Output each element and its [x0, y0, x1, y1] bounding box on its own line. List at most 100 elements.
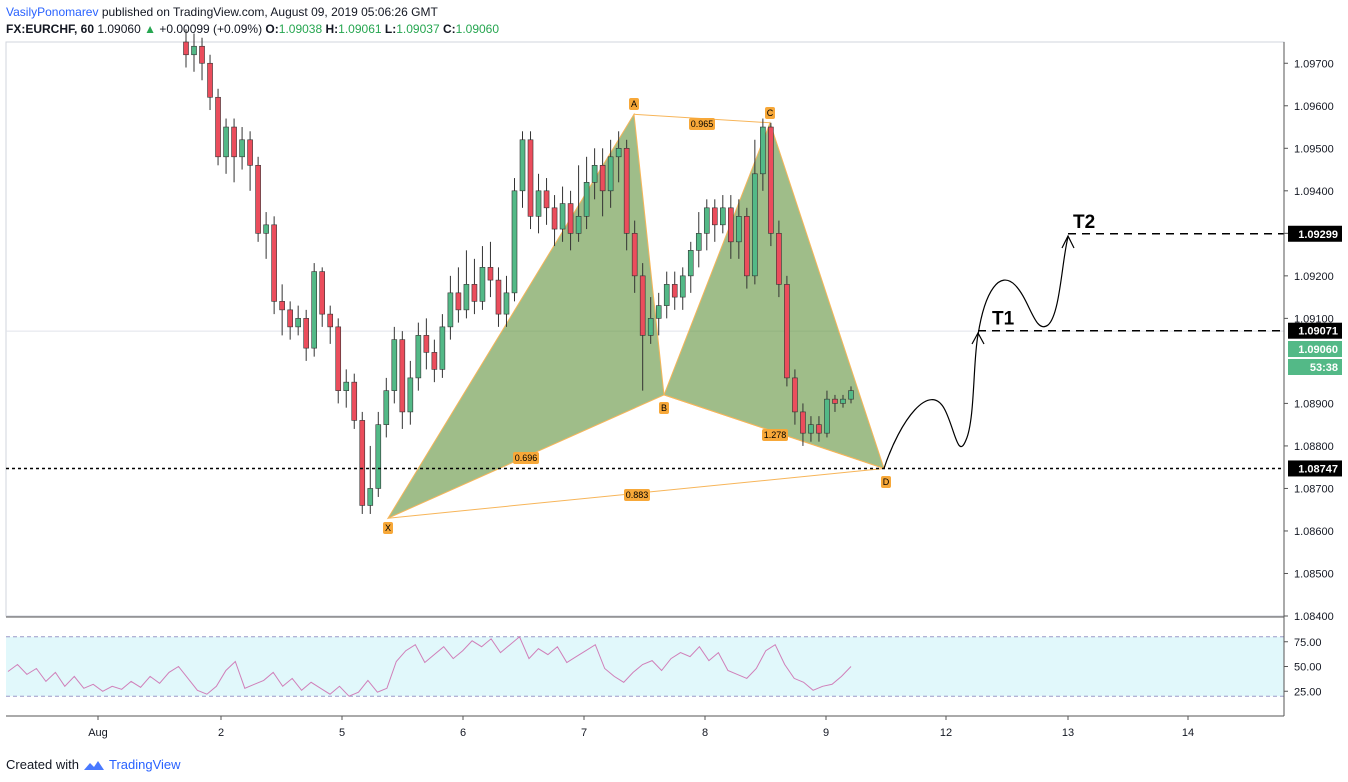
candle-down [287, 309, 293, 328]
time-tick-label: 12 [940, 727, 952, 739]
price-label: 1.08747 [1298, 463, 1338, 475]
candle-down [711, 207, 718, 226]
ratio-label: 0.965 [691, 119, 714, 129]
candle-up [519, 139, 526, 192]
candle-down [303, 318, 309, 349]
rsi-tick-label: 50.00 [1294, 662, 1322, 674]
candle-up [191, 45, 197, 56]
candle-down [744, 216, 750, 277]
price-label-box [1288, 460, 1342, 477]
ratio-label-box [689, 118, 715, 130]
candle-down [271, 224, 277, 302]
point-label-box [629, 98, 639, 110]
candle-down [399, 339, 406, 413]
candle-up [687, 250, 694, 277]
price-label: 1.09071 [1298, 326, 1338, 338]
candle-down [471, 284, 478, 302]
candle-down [335, 326, 342, 391]
candle-down [247, 139, 253, 166]
rsi-tick-label: 75.00 [1294, 637, 1322, 649]
time-tick-label: 8 [702, 727, 708, 739]
candle-up [463, 284, 470, 311]
arrow-t2-icon [1061, 234, 1075, 249]
candle-up [479, 267, 486, 302]
candle-down [567, 203, 574, 234]
low-value: 1.09037 [396, 22, 440, 36]
last-price: 1.09060 [97, 22, 141, 36]
high-value: 1.09061 [338, 22, 382, 36]
candle-down [455, 292, 462, 311]
time-tick-label: 5 [339, 727, 345, 739]
candle-down [631, 233, 638, 277]
price-tick-label: 1.09600 [1294, 101, 1334, 113]
candle-down [199, 45, 205, 64]
ratio-label-box [513, 452, 539, 464]
candle-up [591, 165, 598, 183]
candle-up [223, 126, 229, 158]
price-tick-label: 1.08500 [1294, 568, 1334, 580]
candle-down [327, 313, 334, 328]
bcd-triangle [663, 121, 885, 470]
ratio-label: 0.883 [626, 490, 649, 500]
tradingview-brand[interactable]: TradingView [108, 757, 181, 772]
candle-up [311, 271, 317, 349]
candle-down [215, 96, 221, 158]
harmonic-pattern [386, 112, 885, 520]
candle-up [607, 156, 614, 192]
candle-down [543, 190, 550, 209]
ratio-label-box [624, 489, 650, 501]
arrow-t1-icon [971, 331, 985, 345]
price-tick-label: 1.09200 [1294, 271, 1334, 283]
price-tick-label: 1.09400 [1294, 186, 1334, 198]
axes: 1.097001.096001.095001.094001.093001.092… [6, 42, 1342, 739]
rsi-pane: 75.00 50.00 25.00 [6, 616, 1322, 698]
candle-down [487, 267, 494, 281]
candle-up [615, 147, 622, 158]
price-tick-label: 1.08800 [1294, 441, 1334, 453]
high-label: H: [325, 22, 339, 36]
symbol-legend: FX:EURCHF, 60 1.09060 ▲ +0.00099 (+0.09%… [6, 22, 499, 36]
horizontal-lines: T2 T1 [6, 212, 1284, 470]
candle-up [720, 207, 726, 226]
price-tick-label: 1.08600 [1294, 526, 1334, 538]
projection-path [883, 234, 1075, 469]
point-label: B [661, 403, 667, 413]
candle-up [663, 284, 670, 306]
candle-down [639, 275, 646, 336]
published-text: published on TradingView.com, August 09,… [101, 5, 438, 19]
candle-up [439, 326, 446, 370]
candle-down [816, 424, 822, 434]
change-arrow-icon: ▲ [144, 22, 156, 36]
candle-down [279, 301, 285, 311]
author-link[interactable]: VasilyPonomarev [6, 5, 99, 19]
candle-up [511, 190, 518, 294]
symbol-name[interactable]: FX:EURCHF, 60 [6, 22, 95, 36]
candle-down [255, 165, 261, 234]
rsi-line [7, 635, 852, 697]
candle-up [695, 233, 702, 251]
candle-down [231, 126, 237, 158]
candle-up [647, 318, 654, 336]
price-label: 1.09060 [1298, 344, 1338, 356]
open-label: O: [265, 22, 279, 36]
time-tick-label: 9 [823, 727, 829, 739]
candle-up [383, 390, 390, 425]
price-label: 53:38 [1310, 362, 1338, 374]
point-label: D [883, 477, 890, 487]
price-tick-label: 1.08400 [1294, 611, 1334, 623]
candle-down [527, 139, 534, 217]
point-label-box [659, 402, 669, 414]
price-chart[interactable]: T2 T1 75.00 50.00 25.00 1.09700 1.09600 1.095… [0, 0, 1348, 750]
candle-up [575, 216, 582, 234]
projection-curve [883, 236, 1069, 469]
target-label: T1 [992, 309, 1015, 330]
candle-up [703, 207, 710, 234]
ratio-label-box [762, 429, 788, 441]
rsi-tick-label: 25.00 [1294, 686, 1322, 698]
time-tick-label: 2 [218, 727, 224, 739]
candle-up [583, 182, 590, 217]
candle-down [431, 352, 438, 370]
candle-up [752, 173, 758, 277]
price-label-box [1288, 322, 1342, 339]
candle-down [792, 377, 798, 413]
